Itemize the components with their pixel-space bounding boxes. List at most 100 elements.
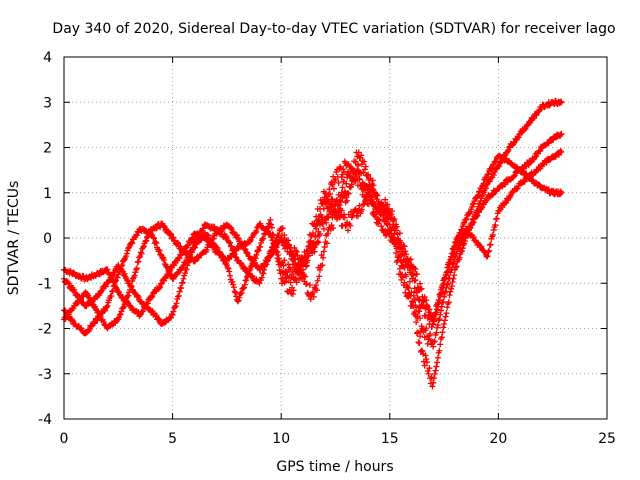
data-point-fill <box>438 334 445 341</box>
data-point <box>386 221 393 228</box>
data-point-fill <box>261 261 268 268</box>
data-point-fill <box>127 303 134 310</box>
data-point <box>430 343 437 350</box>
data-point-fill <box>369 186 376 193</box>
data-point-fill <box>362 163 369 170</box>
data-point-fill <box>389 208 396 215</box>
data-point-fill <box>420 297 427 304</box>
data-point-fill <box>257 220 264 227</box>
data-point-fill <box>407 262 414 269</box>
data-point-fill <box>352 158 359 165</box>
x-tick-label: 20 <box>489 431 507 447</box>
y-tick-label: -2 <box>38 322 52 338</box>
data-point-fill <box>413 304 420 311</box>
data-point-fill <box>440 284 447 291</box>
data-point-fill <box>189 244 196 251</box>
data-point-fill <box>415 296 422 303</box>
data-point-fill <box>412 266 419 273</box>
data-point-fill <box>448 285 455 292</box>
data-point <box>180 275 187 282</box>
data-point-fill <box>334 209 341 216</box>
data-point-fill <box>260 235 267 242</box>
data-point-fill <box>88 297 95 304</box>
data-point-fill <box>261 260 268 267</box>
data-point-fill <box>69 317 76 324</box>
y-axis-label: SDTVAR / TECUs <box>6 181 22 296</box>
data-point-fill <box>240 284 247 291</box>
data-point-fill <box>462 238 469 245</box>
data-point-fill <box>423 325 430 332</box>
data-point-fill <box>195 233 202 240</box>
data-point-fill <box>112 278 119 285</box>
data-point-fill <box>476 188 483 195</box>
data-point-fill <box>378 223 385 230</box>
data-point-fill <box>232 289 239 296</box>
data-point-fill <box>293 248 300 255</box>
data-point-fill <box>348 214 355 221</box>
data-point-fill <box>490 226 497 233</box>
data-point-fill <box>434 322 441 329</box>
data-point-fill <box>401 243 408 250</box>
data-point-fill <box>285 237 292 244</box>
data-point-fill <box>370 187 377 194</box>
data-point-fill <box>344 197 351 204</box>
data-point-fill <box>172 303 179 310</box>
data-point-fill <box>135 229 142 236</box>
data-point-fill <box>485 248 492 255</box>
data-point-fill <box>418 285 425 292</box>
data-point-fill <box>417 315 424 322</box>
data-point-fill <box>399 274 406 281</box>
data-point-fill <box>390 234 397 241</box>
data-point-fill <box>304 247 311 254</box>
data-point-fill <box>173 300 180 307</box>
data-point-fill <box>183 266 190 273</box>
data-point-fill <box>329 181 336 188</box>
data-point-fill <box>493 158 500 165</box>
data-point-fill <box>344 189 351 196</box>
data-point-fill <box>243 277 250 284</box>
data-point-fill <box>356 202 363 209</box>
data-point-fill <box>227 239 234 246</box>
data-point-fill <box>111 282 118 289</box>
data-point-fill <box>227 272 234 279</box>
data-point-fill <box>268 224 275 231</box>
data-point-fill <box>335 179 342 186</box>
data-point-fill <box>451 248 458 255</box>
data-point-fill <box>329 196 336 203</box>
data-point-fill <box>410 270 417 277</box>
data-point-fill <box>281 257 288 264</box>
data-point-fill <box>307 296 314 303</box>
data-point-fill <box>210 235 217 242</box>
data-point-fill <box>292 275 299 282</box>
data-point-fill <box>537 147 544 154</box>
data-point <box>278 235 285 241</box>
y-tick-label: -4 <box>38 412 52 428</box>
data-point-fill <box>358 152 365 159</box>
data-point-fill <box>257 243 264 250</box>
data-point-fill <box>483 181 490 188</box>
data-point-fill <box>241 281 248 288</box>
data-point-fill <box>434 354 441 361</box>
data-point-fill <box>207 241 214 248</box>
data-point-fill <box>423 297 430 304</box>
data-point <box>104 302 111 309</box>
data-point-fill <box>431 315 438 322</box>
data-point-fill <box>475 203 482 210</box>
data-point-fill <box>422 352 429 359</box>
data-point-fill <box>432 367 439 374</box>
data-point-fill <box>109 287 116 294</box>
data-point-fill <box>415 339 422 346</box>
data-point-fill <box>515 134 522 141</box>
data-point <box>310 293 317 300</box>
data-point-fill <box>447 259 454 266</box>
data-point-fill <box>225 265 232 272</box>
data-point-fill <box>449 278 456 285</box>
data-point-fill <box>406 278 413 285</box>
data-point-fill <box>224 264 231 271</box>
series-track-3 <box>61 97 565 390</box>
data-point-fill <box>376 217 383 224</box>
data-point-fill <box>538 163 545 170</box>
data-point-fill <box>382 232 389 239</box>
data-point-fill <box>444 268 451 275</box>
data-point-fill <box>307 237 314 244</box>
